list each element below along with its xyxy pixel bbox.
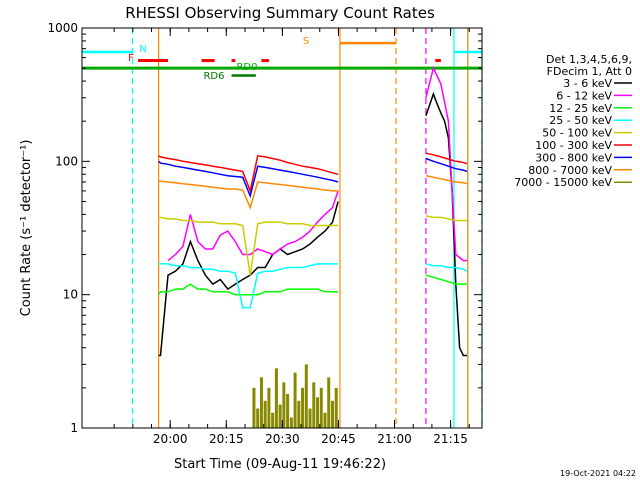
y-tick-label-2: 100 — [55, 154, 78, 168]
legend-entry-7000-15000-kev: 7000 - 15000 keV — [514, 176, 612, 189]
series-25-50-kev-line-0 — [158, 263, 339, 309]
legend-entry-800-7000-kev: 800 - 7000 keV — [528, 164, 612, 177]
legend-entry-300-800-kev: 300 - 800 keV — [535, 151, 612, 164]
x-tick-label-1: 20:15 — [209, 432, 244, 446]
legend-entry-12-25-kev: 12 - 25 keV — [549, 102, 612, 115]
series-3-6-kev-line-0 — [158, 201, 339, 357]
legend-entry-25-50-kev: 25 - 50 keV — [549, 114, 612, 127]
legend-entry-100-300-kev: 100 - 300 keV — [535, 139, 612, 152]
legend-entry-50-100-kev: 50 - 100 keV — [542, 127, 612, 140]
flag-label-n: N — [139, 44, 146, 55]
series-800-7000-kev-line-0 — [158, 179, 339, 210]
y-tick-label-0: 1 — [70, 421, 78, 435]
series-800-7000-kev-line-1 — [425, 174, 468, 185]
plot-area: NF RD0 RD6 S — [82, 28, 483, 428]
x-axis-label: Start Time (09-Aug-11 19:46:22) — [174, 457, 386, 472]
flag-label-f: F — [128, 53, 134, 64]
flag-label-s: S — [303, 36, 309, 47]
legend-header-1: FDecim 1, Att 0 — [547, 65, 632, 78]
x-tick-label-2: 20:30 — [265, 432, 300, 446]
legend-entry-6-12-kev: 6 - 12 keV — [556, 89, 612, 102]
chart-title: RHESSI Observing Summary Count Rates — [125, 4, 435, 22]
series-12-25-kev-line-0 — [157, 283, 339, 296]
series-12-25-kev-line-1 — [425, 274, 467, 285]
series-6-12-kev-line-1 — [425, 65, 467, 262]
x-tick-label-0: 20:00 — [153, 432, 188, 446]
x-tick-label-5: 21:15 — [433, 432, 468, 446]
flag-label-rd6: RD6 — [203, 71, 224, 82]
legend: Det 1,3,4,5,6,9,FDecim 1, Att 03 - 6 keV… — [514, 53, 632, 189]
timestamp: 19-Oct-2021 04:22 — [560, 469, 636, 478]
series-300-800-kev-line-1 — [425, 157, 468, 173]
series-50-100-kev-line-1 — [425, 215, 467, 222]
y-tick-label-1: 10 — [63, 288, 78, 302]
flag-label-rd0: RD0 — [236, 62, 257, 73]
plot-frame — [81, 27, 483, 429]
axes: 1 10 100 1000 20:00 20:15 20:30 20:45 21:00 21:15 — [47, 21, 483, 446]
legend-header-0: Det 1,3,4,5,6,9, — [546, 53, 632, 66]
series-50-100-kev-line-0 — [158, 216, 339, 276]
series-100-300-kev-line-1 — [425, 152, 468, 165]
x-tick-label-4: 21:00 — [377, 432, 412, 446]
x-tick-label-3: 20:45 — [321, 432, 356, 446]
series-25-50-kev-line-1 — [425, 263, 468, 272]
series-3-6-kev-line-1 — [425, 91, 467, 357]
series-100-300-kev-line-0 — [158, 154, 339, 194]
series-300-800-kev-line-0 — [158, 160, 339, 199]
legend-entry-3-6-kev: 3 - 6 keV — [563, 77, 612, 90]
y-axis-label: Count Rate (s⁻¹ detector⁻¹) — [19, 140, 34, 317]
y-tick-label-3: 1000 — [47, 21, 78, 35]
